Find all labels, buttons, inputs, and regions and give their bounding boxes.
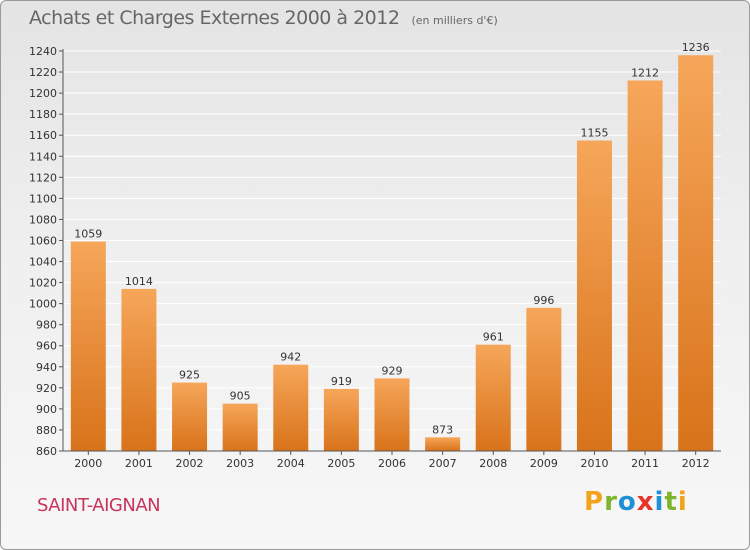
y-tick-label: 1000 [29, 298, 57, 311]
bar [273, 364, 309, 451]
bar [172, 382, 208, 451]
logo-letter: r [604, 487, 618, 517]
bar-value-label: 929 [382, 364, 403, 377]
bar-value-label: 1059 [74, 228, 102, 241]
y-tick-label: 1080 [29, 213, 57, 226]
y-tick-label: 1100 [29, 192, 57, 205]
x-tick-label: 2005 [327, 457, 355, 470]
bar [425, 437, 461, 451]
x-tick-label: 2009 [530, 457, 558, 470]
y-tick-label: 920 [36, 382, 57, 395]
bars: 1059 1014 925 905 942 919 929 873 961 996 1155 1212… [70, 41, 714, 452]
chart-title: Achats et Charges Externes 2000 à 2012 (e… [29, 7, 498, 29]
bar-value-label: 996 [533, 294, 554, 307]
logo-letter: x [636, 487, 655, 517]
y-tick-label: 1240 [29, 45, 57, 58]
chart-title-text: Achats et Charges Externes 2000 à 2012 [29, 7, 400, 29]
y-tick-label: 1060 [29, 234, 57, 247]
x-tick-label: 2012 [682, 457, 710, 470]
logo-letter: P [584, 487, 605, 517]
x-tick-label: 2003 [226, 457, 254, 470]
x-tick-label: 2008 [479, 457, 507, 470]
x-tick-label: 2000 [74, 457, 102, 470]
x-tick-label: 2010 [580, 457, 608, 470]
bar [475, 344, 511, 451]
y-tick-label: 1140 [29, 150, 57, 163]
x-tick-label: 2011 [631, 457, 659, 470]
bar-value-label: 873 [432, 423, 453, 436]
y-tick-label: 1040 [29, 256, 57, 269]
logo-letter: i [677, 487, 688, 517]
logo-letter: t [664, 487, 678, 517]
y-tick-label: 1200 [29, 87, 57, 100]
y-tick-label: 880 [36, 424, 57, 437]
bar [222, 403, 258, 451]
bar-value-label: 1155 [580, 126, 608, 139]
bar [526, 307, 562, 451]
bar-value-label: 1014 [125, 275, 153, 288]
chart-unit: (en milliers d'€) [411, 14, 498, 27]
bar-value-label: 942 [280, 351, 301, 364]
y-tick-label: 940 [36, 361, 57, 374]
x-tick-label: 2002 [176, 457, 204, 470]
y-axis: 860 880 900 920 940 960 980 1000 1020 1040 1060 108… [29, 45, 64, 458]
y-tick-label: 1020 [29, 277, 57, 290]
bar [70, 241, 106, 451]
y-tick-label: 1180 [29, 108, 57, 121]
x-tick-label: 2006 [378, 457, 406, 470]
bar-value-label: 905 [230, 390, 251, 403]
y-tick-label: 900 [36, 403, 57, 416]
bar [678, 55, 714, 452]
y-tick-label: 960 [36, 340, 57, 353]
y-tick-label: 1220 [29, 66, 57, 79]
bar-value-label: 961 [483, 331, 504, 344]
y-tick-label: 1160 [29, 129, 57, 142]
bar-value-label: 919 [331, 375, 352, 388]
commune-name: SAINT-AIGNAN [37, 495, 161, 516]
bar [627, 80, 663, 451]
x-tick-label: 2001 [125, 457, 153, 470]
bar [121, 288, 157, 451]
bar [323, 388, 359, 451]
x-axis: 2000 2001 2002 2003 2004 2005 2006 2007 2008 2009… [63, 450, 721, 470]
y-tick-label: 980 [36, 319, 57, 332]
bar-value-label: 925 [179, 369, 200, 382]
logo-letter: i [654, 487, 665, 517]
bar [374, 378, 410, 451]
y-tick-label: 860 [36, 445, 57, 458]
logo-letter: o [617, 487, 637, 517]
y-tick-label: 1120 [29, 171, 57, 184]
bar-value-label: 1212 [631, 66, 659, 79]
proxiti-logo[interactable]: Proxiti [584, 487, 688, 517]
x-tick-label: 2004 [277, 457, 305, 470]
bar [576, 140, 612, 451]
x-tick-label: 2007 [429, 457, 457, 470]
bar-value-label: 1236 [682, 41, 710, 54]
